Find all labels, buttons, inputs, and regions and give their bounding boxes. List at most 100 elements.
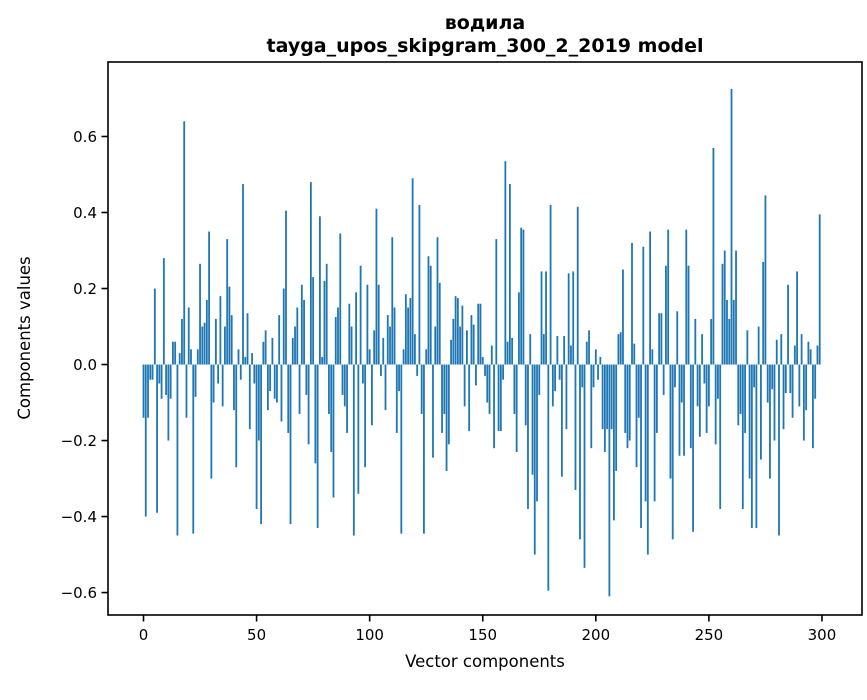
bar xyxy=(527,364,529,509)
bar xyxy=(355,292,357,365)
bar xyxy=(619,332,622,365)
bar xyxy=(280,364,283,422)
bar xyxy=(486,364,489,403)
bar xyxy=(158,364,161,384)
bar xyxy=(603,364,606,452)
bar xyxy=(144,364,147,517)
bar xyxy=(269,364,272,392)
x-tick-label: 150 xyxy=(468,626,497,644)
bar xyxy=(314,364,317,464)
bar xyxy=(230,315,233,365)
bar xyxy=(434,326,437,365)
bar xyxy=(165,364,168,395)
bar xyxy=(162,258,165,365)
bar xyxy=(504,161,507,365)
bar xyxy=(432,364,434,458)
bar xyxy=(518,292,520,365)
bar xyxy=(366,284,369,365)
bar xyxy=(359,265,362,365)
bar xyxy=(732,299,735,365)
bar xyxy=(425,349,428,365)
y-axis-label: Components values xyxy=(15,256,34,419)
bar xyxy=(364,364,367,468)
bar xyxy=(812,364,814,449)
bar xyxy=(285,210,287,365)
bar xyxy=(502,364,504,380)
bar xyxy=(239,364,242,380)
bar xyxy=(205,299,208,365)
bar xyxy=(210,364,213,479)
bar xyxy=(181,318,183,365)
bar xyxy=(665,265,667,365)
bar xyxy=(384,364,387,411)
bar xyxy=(196,349,199,365)
bar xyxy=(515,364,518,452)
bar xyxy=(477,303,480,365)
bar xyxy=(262,341,265,365)
bar xyxy=(511,337,514,365)
bar xyxy=(312,277,315,365)
bar xyxy=(592,364,595,388)
bar xyxy=(726,299,728,365)
bar xyxy=(226,239,229,365)
bar xyxy=(375,208,378,365)
bar xyxy=(581,364,584,388)
bar xyxy=(319,216,321,365)
bar xyxy=(676,311,679,365)
bar xyxy=(694,318,697,365)
bar xyxy=(233,364,235,411)
bar xyxy=(717,364,719,399)
x-tick-label: 300 xyxy=(808,626,837,644)
bar xyxy=(373,330,376,365)
x-tick-label: 100 xyxy=(355,626,384,644)
bar xyxy=(696,364,699,407)
bar xyxy=(499,364,502,432)
bar xyxy=(560,364,563,477)
bar xyxy=(271,337,274,365)
bar xyxy=(475,364,477,386)
bar xyxy=(350,326,353,365)
bar xyxy=(253,364,256,384)
bar xyxy=(644,364,647,502)
bar xyxy=(380,364,382,376)
bar xyxy=(246,313,249,365)
axis-spines xyxy=(107,61,863,616)
bar xyxy=(721,263,724,365)
bar xyxy=(655,364,658,433)
bar xyxy=(778,364,780,536)
bar xyxy=(707,364,710,407)
bar xyxy=(289,364,292,525)
bar xyxy=(194,364,197,397)
bar xyxy=(303,299,305,365)
bar xyxy=(703,364,706,384)
bar xyxy=(814,364,817,399)
bar xyxy=(328,364,330,414)
bar xyxy=(251,353,253,365)
bar xyxy=(201,326,204,365)
bar xyxy=(741,364,744,509)
bar xyxy=(436,237,439,365)
bar xyxy=(244,356,247,365)
bar xyxy=(309,182,312,365)
x-tick-label: 200 xyxy=(581,626,610,644)
bar xyxy=(800,334,803,365)
bar xyxy=(441,364,443,433)
bar xyxy=(508,184,511,365)
bar xyxy=(750,364,753,528)
bar xyxy=(633,343,636,365)
bar xyxy=(167,364,170,441)
bar xyxy=(551,364,554,407)
bar xyxy=(325,263,328,365)
bar xyxy=(377,284,380,365)
bar xyxy=(169,364,172,399)
bar xyxy=(307,364,310,445)
bar xyxy=(728,318,731,365)
bar xyxy=(228,286,231,365)
y-tick-label: 0.0 xyxy=(73,356,97,374)
bar xyxy=(760,364,762,460)
bar xyxy=(260,364,263,525)
bar xyxy=(273,364,276,399)
bar xyxy=(626,364,629,449)
bar xyxy=(701,334,704,365)
bar xyxy=(190,349,192,365)
